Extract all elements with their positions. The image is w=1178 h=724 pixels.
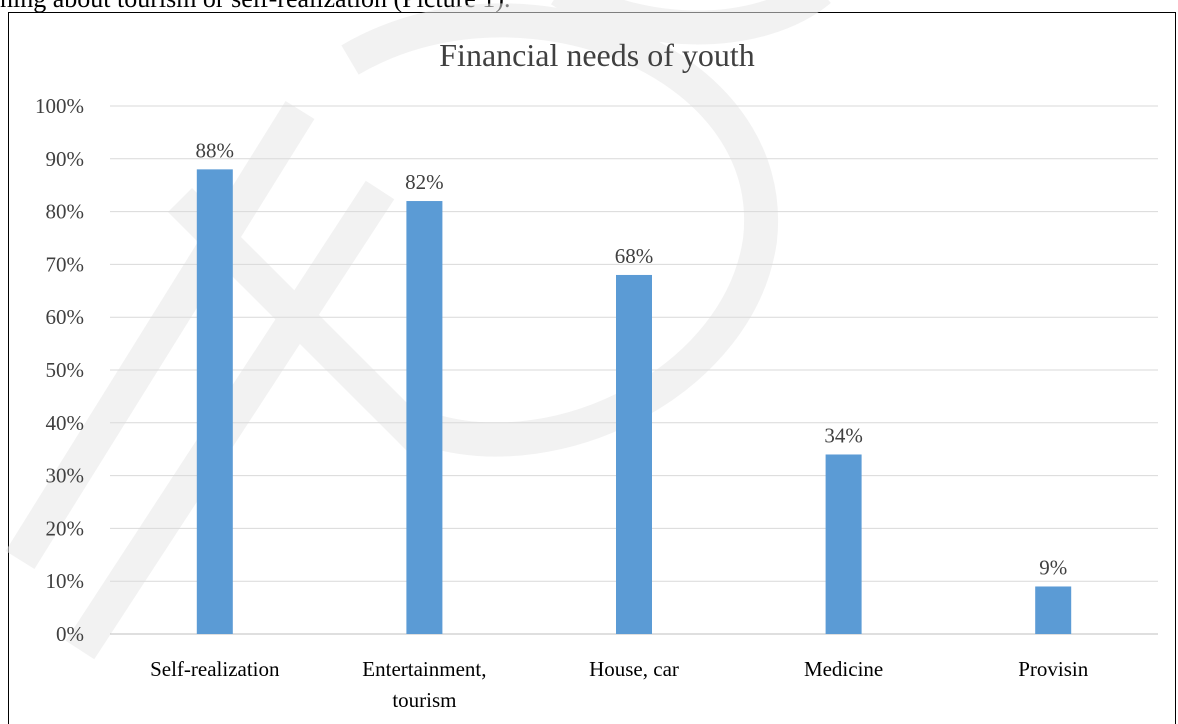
bars (196, 169, 1072, 635)
y-tick-label: 60% (46, 305, 85, 329)
data-labels: 88% 82% 68% 34% 9% (196, 138, 1068, 579)
y-tick-label: 90% (46, 147, 85, 171)
y-tick-label: 30% (46, 464, 85, 488)
x-category-label: House, car (589, 657, 679, 681)
page-caption-text: ning about tourism or self-realization (… (0, 0, 510, 12)
x-axis-categories: Self-realization Entertainment, tourism Hou… (150, 657, 1089, 712)
x-category-label: Provisin (1018, 657, 1089, 681)
bar (1035, 586, 1072, 634)
y-axis-ticks: 0% 10% 20% 30% 40% 50% 60% 70% 80% 90% 100% (35, 94, 84, 646)
x-category-label: Entertainment, (362, 657, 486, 681)
y-tick-label: 10% (46, 569, 85, 593)
y-tick-label: 80% (46, 200, 85, 224)
y-tick-label: 40% (46, 411, 85, 435)
y-tick-label: 100% (35, 94, 84, 118)
data-label: 68% (615, 244, 654, 268)
bar (196, 169, 233, 635)
data-label: 88% (196, 138, 235, 162)
bar (825, 454, 862, 634)
bar (406, 201, 443, 635)
x-category-label: tourism (392, 688, 456, 712)
x-category-label: Medicine (804, 657, 883, 681)
y-tick-label: 70% (46, 252, 85, 276)
y-tick-label: 20% (46, 516, 85, 540)
data-label: 9% (1039, 555, 1067, 579)
bar (616, 274, 652, 634)
y-tick-label: 0% (56, 622, 84, 646)
y-tick-label: 50% (46, 358, 85, 382)
data-label: 82% (405, 170, 444, 194)
chart-title: Financial needs of youth (439, 37, 754, 73)
data-label: 34% (824, 423, 863, 447)
x-category-label: Self-realization (150, 657, 280, 681)
